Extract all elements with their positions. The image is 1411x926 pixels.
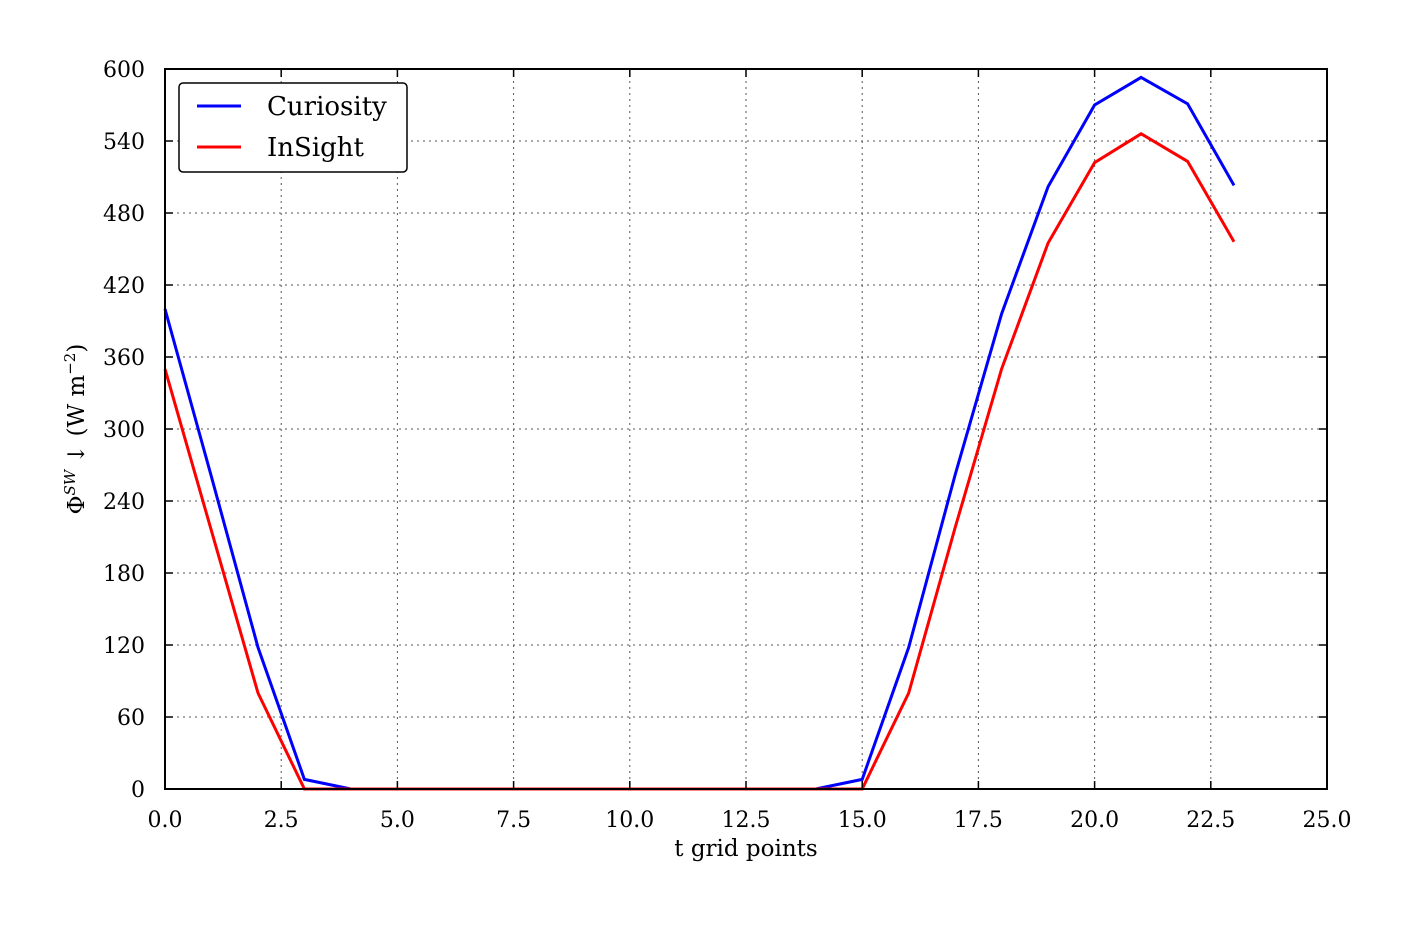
y-axis-label-unit-close: ) (64, 344, 90, 353)
x-tick-label: 5.0 (380, 808, 415, 833)
y-tick-label: 540 (103, 130, 145, 155)
y-tick-label: 0 (131, 778, 145, 803)
y-tick-labels: 0 60 120 180 240 300 360 420 480 540 600 (103, 58, 145, 803)
x-axis-label: t grid points (674, 836, 817, 862)
series-lines (163, 75, 1236, 791)
y-axis-label-unit: (W m (64, 375, 90, 437)
x-tick-label: 25.0 (1303, 808, 1352, 833)
y-tick-label: 300 (103, 418, 145, 443)
x-tick-label: 20.0 (1070, 808, 1119, 833)
legend-label-curiosity: Curiosity (267, 92, 387, 122)
y-tick-label: 240 (103, 490, 145, 515)
y-tick-label: 120 (103, 634, 145, 659)
x-tick-label: 12.5 (722, 808, 771, 833)
y-tick-label: 600 (103, 58, 145, 83)
legend-label-insight: InSight (267, 133, 365, 163)
x-tick-labels: 0.0 2.5 5.0 7.5 10.0 12.5 15.0 17.5 20.0 22.5 25.0 (148, 808, 1352, 833)
x-tick-label: 17.5 (954, 808, 1003, 833)
x-tick-label: 2.5 (264, 808, 299, 833)
y-axis-label-arrow: ↓ (64, 445, 90, 464)
series-line-curiosity (163, 75, 1236, 791)
x-tick-label: 15.0 (838, 808, 887, 833)
y-axis-label-superscript: SW (61, 468, 79, 495)
y-tick-label: 180 (103, 562, 145, 587)
y-tick-label: 420 (103, 274, 145, 299)
x-tick-label: 22.5 (1186, 808, 1235, 833)
y-axis-label-unit-exponent: −2 (61, 353, 79, 375)
grid (165, 69, 1327, 789)
axis-ticks (164, 68, 1328, 790)
x-tick-label: 0.0 (148, 808, 183, 833)
y-axis-label: ΦSW ↓ (W m−2) (61, 344, 90, 515)
y-axis-label-prefix: Φ (64, 495, 90, 514)
x-tick-label: 10.0 (605, 808, 654, 833)
legend: Curiosity InSight (178, 82, 408, 173)
y-tick-label: 60 (117, 706, 145, 731)
y-tick-label: 360 (103, 346, 145, 371)
y-tick-label: 480 (103, 202, 145, 227)
series-line-insight (163, 132, 1236, 791)
x-tick-label: 7.5 (496, 808, 531, 833)
